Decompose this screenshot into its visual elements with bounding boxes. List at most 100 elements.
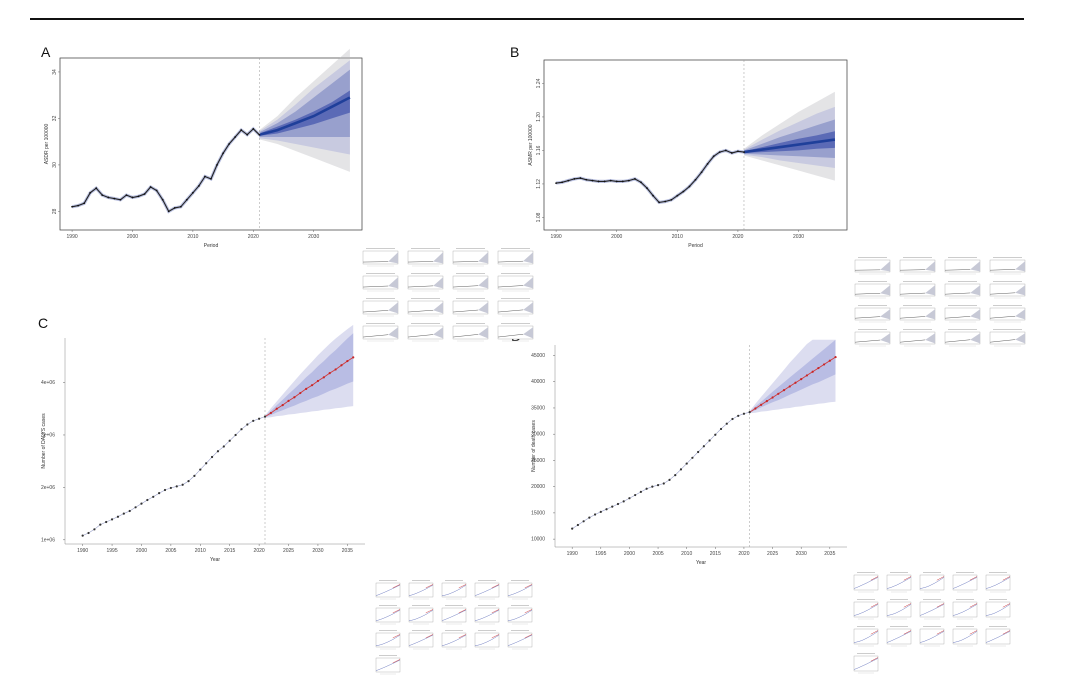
observed-point (573, 178, 576, 180)
mini-band (523, 302, 533, 314)
band-mask (362, 48, 383, 240)
observed-point (143, 193, 146, 195)
observed-point (198, 184, 200, 187)
y-axis-label: Number of death cases (531, 420, 537, 472)
mini-band (1015, 261, 1025, 272)
mini-observed (452, 309, 479, 313)
mini-panel (919, 572, 945, 593)
mini-forecast (524, 634, 533, 639)
mini-panel (985, 599, 1011, 620)
chart-c: 1990 1995 2000 2005 2010 2015 2020 2025 2030 2035… (41, 324, 365, 563)
observed-point (742, 412, 746, 415)
observed-point (240, 428, 243, 431)
observed-halo (555, 148, 745, 205)
forecast-band-2 (749, 339, 836, 413)
forecast-point (322, 376, 325, 379)
x-tick-label: 2030 (793, 234, 804, 240)
forecast-point (822, 363, 826, 366)
mini-panel (408, 580, 434, 600)
observed-point (185, 198, 188, 201)
mini-panel (507, 580, 533, 600)
observed-point (688, 185, 691, 188)
mini-observed (375, 634, 401, 646)
mini-observed (854, 316, 881, 319)
forecast-point (281, 403, 284, 407)
mini-observed (985, 577, 1011, 589)
mini-forecast (870, 657, 879, 662)
mini-forecast (425, 634, 434, 639)
x-tick-label: 2010 (681, 551, 692, 557)
observed-point (676, 194, 679, 197)
mini-band (880, 309, 890, 320)
mini-band (388, 327, 398, 339)
mini-observed (989, 269, 1016, 271)
mini-frame (375, 657, 401, 673)
mini-band (880, 333, 890, 344)
mini-panel (507, 630, 533, 650)
mini-panel (952, 626, 978, 647)
chart-b: 1990 2000 2010 2020 2030 1.08 1.12 1.16 1.20 1.24… (528, 50, 868, 249)
x-axis-label: Period (204, 243, 219, 249)
mini-observed (899, 292, 926, 295)
mini-frame (441, 632, 467, 648)
mini-observed (854, 293, 881, 295)
mini-frame (985, 628, 1011, 645)
mini-panel (853, 626, 879, 647)
mini-observed (989, 292, 1016, 295)
mini-band (970, 285, 980, 296)
mini-forecast (491, 584, 500, 589)
observed-point (628, 497, 631, 500)
mini-panel (497, 298, 534, 317)
mini-frame (441, 582, 467, 598)
observed-point (240, 129, 243, 131)
observed-point (700, 171, 703, 174)
forecast-band-4 (744, 131, 835, 153)
observed-point (731, 417, 734, 421)
mini-observed (362, 334, 389, 338)
x-tick-label: 1990 (77, 548, 88, 554)
observed-point (119, 198, 122, 201)
mini-panel (899, 329, 936, 347)
mini-observed (919, 631, 945, 643)
mini-frame (985, 574, 1011, 591)
x-axis-label: Year (696, 560, 706, 566)
y-tick-label: 25000 (531, 458, 545, 464)
mini-panel (989, 329, 1026, 347)
mini-observed (474, 634, 500, 646)
mini-panel (952, 572, 978, 593)
mini-panel (452, 273, 489, 292)
mini-forecast (870, 576, 879, 581)
mini-panel (375, 580, 401, 600)
y-tick-label: 45000 (531, 353, 545, 359)
mini-observed (507, 584, 533, 596)
mini-band (1015, 285, 1025, 296)
mini-band (1015, 309, 1025, 320)
observed-line (71, 128, 260, 213)
mini-band (925, 261, 935, 272)
mini-panel (362, 248, 399, 267)
mini-frame (985, 601, 1011, 618)
observed-point (622, 500, 625, 503)
forecast-point (817, 366, 820, 370)
observed-point (222, 445, 225, 448)
mini-band (433, 252, 443, 264)
mini-panel (362, 323, 399, 342)
observed-point (718, 151, 721, 154)
x-tick-label: 2000 (127, 234, 138, 240)
mini-observed (989, 315, 1016, 319)
mini-forecast (969, 630, 978, 635)
y-tick-label: 30000 (531, 432, 545, 438)
mini-forecast (425, 609, 434, 614)
x-tick-label: 2025 (767, 551, 778, 557)
y-axis-label: ASDR per 100000 (44, 123, 50, 164)
mini-observed (407, 309, 434, 313)
plot-frame-overlay (59, 57, 363, 231)
x-tick-label: 2010 (672, 234, 683, 240)
observed-point (646, 187, 648, 190)
observed-point (258, 417, 261, 420)
observed-point (155, 189, 158, 192)
observed-point (181, 483, 184, 486)
observed-point (702, 445, 705, 448)
mini-panel (886, 599, 912, 620)
x-axis-label: Year (210, 557, 220, 563)
